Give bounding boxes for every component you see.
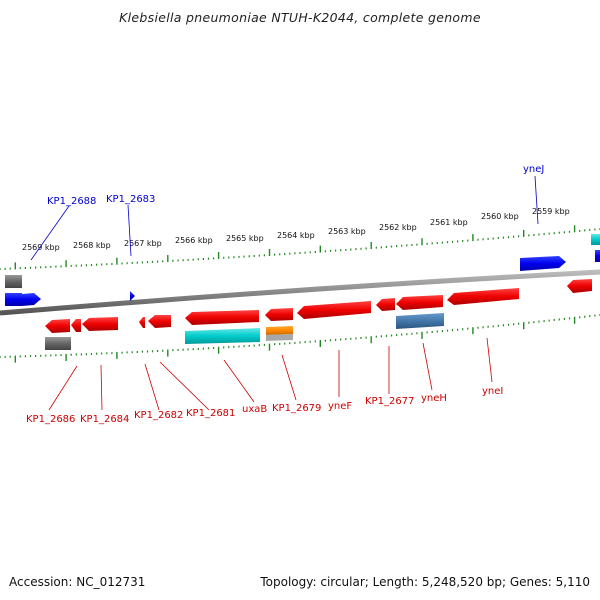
gene-label-kp1-2679[interactable]: KP1_2679 [272,403,321,414]
leader-line [127,204,132,257]
gene-feature-cyan[interactable] [591,234,600,245]
forward-strand-genes [5,234,600,306]
gene-arrow-red[interactable] [45,319,70,333]
gene-arrow-blue[interactable] [22,293,41,306]
gene-label-kp1-2681[interactable]: KP1_2681 [186,408,235,419]
reverse-gene-labels: KP1_2686 KP1_2684 KP1_2682 KP1_2681 uxaB… [26,386,503,425]
gene-label-kp1-2684[interactable]: KP1_2684 [80,414,129,425]
scale-label-2569: 2569 kbp [22,243,60,252]
gene-arrow-red[interactable] [376,298,395,311]
gene-feature-orange[interactable] [266,326,293,335]
forward-gene-labels: KP1_2688 KP1_2683 yneJ [47,164,544,207]
gene-label-ynej[interactable]: yneJ [523,164,544,175]
forward-leader-lines [30,175,539,261]
map-title: Klebsiella pneumoniae NTUH-K2044, comple… [119,10,481,25]
gene-feature-blue[interactable] [595,250,600,262]
leader-line [30,205,70,261]
reverse-leader-lines [48,337,493,411]
gene-arrow-red[interactable] [265,308,293,321]
gene-label-kp1-2683[interactable]: KP1_2683 [106,194,155,205]
leader-line [534,175,539,225]
gene-label-yneh[interactable]: yneH [421,393,447,404]
scale-label-2567: 2567 kbp [124,239,162,248]
topology-text: Topology: circular; Length: 5,248,520 bp… [260,575,590,589]
gene-arrow-red[interactable] [148,315,171,328]
scale-label-2559: 2559 kbp [532,207,570,216]
gene-label-ynei[interactable]: yneI [482,386,503,397]
scale-label-2560: 2560 kbp [481,212,519,221]
leader-line [100,364,103,411]
gene-arrow-red[interactable] [567,279,592,293]
gene-label-ynef[interactable]: yneF [328,401,352,412]
gene-label-uxab[interactable]: uxaB [242,404,267,415]
scale-label-2563: 2563 kbp [328,227,366,236]
gene-feature-gray[interactable] [266,334,293,341]
scale-label-2565: 2565 kbp [226,234,264,243]
scale-label-2562: 2562 kbp [379,223,417,232]
gene-label-kp1-2682[interactable]: KP1_2682 [134,410,183,421]
gene-arrow-blue-small[interactable] [130,291,135,301]
leader-line [486,337,493,383]
gene-label-kp1-2677[interactable]: KP1_2677 [365,396,414,407]
gene-label-kp1-2686[interactable]: KP1_2686 [26,414,75,425]
gene-arrow-red-small[interactable] [139,317,145,328]
leader-line [422,342,433,391]
scale-label-2568: 2568 kbp [73,241,111,250]
gene-arrow-red[interactable] [82,317,118,331]
gene-feature-gray[interactable] [45,337,71,350]
lower-scale-ticks [0,314,600,363]
scale-label-2564: 2564 kbp [277,231,315,240]
gene-arrow-red[interactable] [447,288,519,305]
gene-feature-gray[interactable] [5,275,22,288]
reverse-strand-genes [45,279,592,350]
accession-text: Accession: NC_012731 [9,575,146,589]
leader-line [223,359,255,403]
leader-line [159,361,210,411]
upper-scale-ticks [0,225,600,270]
gene-arrow-blue[interactable] [520,256,566,271]
gene-arrow-red[interactable] [297,301,371,319]
leader-line [48,365,78,411]
genome-backbone [0,269,600,316]
gene-label-kp1-2688[interactable]: KP1_2688 [47,196,96,207]
gene-feature-cyan[interactable] [185,328,260,344]
leader-line [281,354,297,401]
gene-arrow-red[interactable] [71,319,81,332]
gene-feature-steel[interactable] [396,313,444,329]
gene-arrow-red[interactable] [185,310,259,325]
gene-arrow-blue[interactable] [5,293,22,306]
scale-labels: 2569 kbp 2568 kbp 2567 kbp 2566 kbp 2565… [22,207,570,252]
scale-label-2566: 2566 kbp [175,236,213,245]
leader-line [144,363,160,411]
gene-arrow-red[interactable] [396,295,443,310]
scale-label-2561: 2561 kbp [430,218,468,227]
